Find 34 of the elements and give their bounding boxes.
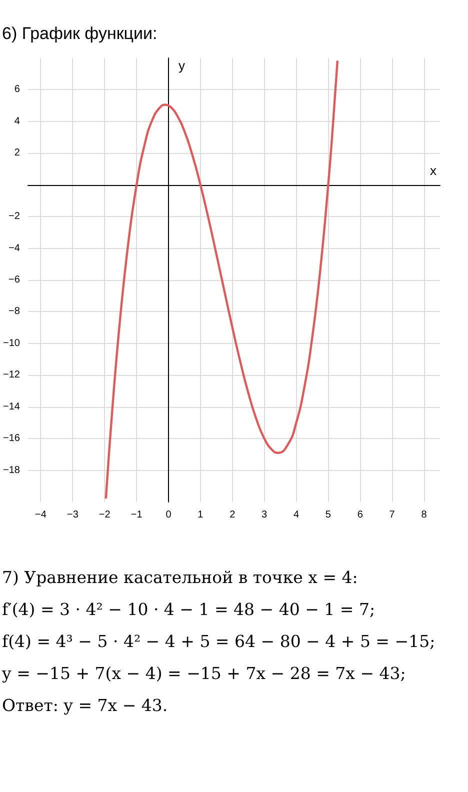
y-tick-label: −6	[8, 274, 20, 286]
x-tick-label: 3	[262, 510, 268, 520]
x-tick-label: 6	[357, 510, 364, 520]
text: f(4) = 4³ − 5 · 4² − 4 + 5 = 64 − 80 − 4 + 5 = −15;	[2, 631, 436, 653]
text: f′(4) = 3 · 4² − 10 · 4 − 1 = 48 − 40 − 1 = 7;	[2, 599, 376, 621]
y-tick-label: −8	[8, 306, 20, 318]
y-tick-label: −12	[2, 370, 20, 381]
x-tick-label: −3	[66, 510, 79, 520]
y-tick-label: 2	[14, 148, 20, 159]
x-tick-label: 2	[230, 510, 236, 520]
y-tick-label: −16	[2, 433, 20, 444]
x-tick-label: −2	[98, 510, 111, 520]
x-tick-label: −4	[35, 510, 47, 520]
y-tick-label: −18	[2, 464, 20, 476]
chart-title: 6) График функции:	[2, 24, 158, 44]
y-tick-label: −10	[2, 338, 20, 349]
y-tick-label: 4	[14, 116, 20, 127]
y-tick-label: −14	[2, 401, 20, 412]
x-tick-label: 0	[166, 510, 172, 520]
y-tick-label: −4	[8, 242, 20, 254]
x-tick-label: 5	[325, 510, 332, 520]
text: 7) Уравнение касательной в точке x = 4:	[2, 567, 359, 589]
y-axis-title: y	[178, 58, 186, 73]
x-axis-title: x	[430, 162, 437, 178]
x-tick-label: 7	[389, 510, 396, 520]
y-tick-label: −2	[8, 211, 20, 222]
text: y = −15 + 7(x − 4) = −15 + 7x − 28 = 7x − 43;	[2, 663, 407, 685]
text: Ответ: y = 7x − 43.	[2, 695, 169, 717]
x-tick-label: 4	[293, 510, 300, 520]
y-tick-label: 6	[14, 84, 20, 96]
line-series	[104, 60, 339, 500]
x-tick-label: −1	[130, 510, 143, 520]
x-tick-label: 8	[421, 510, 428, 520]
x-tick-label: 1	[198, 510, 204, 520]
